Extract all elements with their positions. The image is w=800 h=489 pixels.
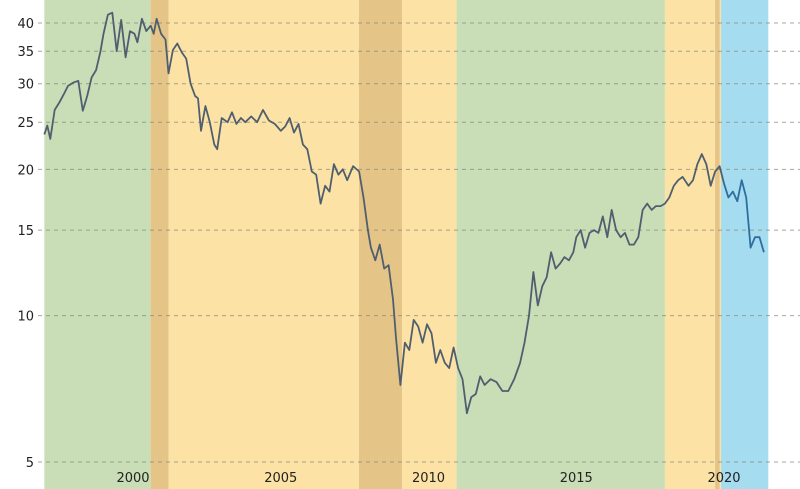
series-line-1 <box>43 11 725 415</box>
x-tick-label-2015: 2015 <box>560 471 593 486</box>
y-tick-label-35: 35 <box>17 45 34 60</box>
x-tick-label-2000: 2000 <box>116 471 149 486</box>
y-tick-label-15: 15 <box>17 224 34 239</box>
y-tick-label-5: 5 <box>26 456 34 471</box>
y-tick-label-30: 30 <box>17 78 34 93</box>
x-tick-label-2020: 2020 <box>707 471 740 486</box>
series-lines <box>43 11 765 415</box>
x-axis-tick-labels: 2000 2005 2010 2015 2020 <box>116 471 740 486</box>
regime-band-5 <box>721 0 769 489</box>
x-tick-label-2005: 2005 <box>264 471 297 486</box>
y-tick-label-40: 40 <box>17 17 34 32</box>
regime-bands <box>44 0 769 489</box>
regime-band-2 <box>150 0 457 489</box>
y-axis-tick-labels: 5 10 15 20 25 30 35 40 <box>17 17 34 471</box>
recession-band-3 <box>715 0 720 489</box>
y-tick-label-10: 10 <box>17 310 34 325</box>
y-tick-label-20: 20 <box>17 163 34 178</box>
gridlines <box>38 22 800 463</box>
regime-band-4 <box>664 0 722 489</box>
y-tick-label-25: 25 <box>17 116 34 131</box>
x-tick-label-2010: 2010 <box>412 471 445 486</box>
regime-band-1 <box>44 0 151 489</box>
series-line-latest-segment <box>723 179 765 253</box>
recession-band-1 <box>150 0 169 489</box>
